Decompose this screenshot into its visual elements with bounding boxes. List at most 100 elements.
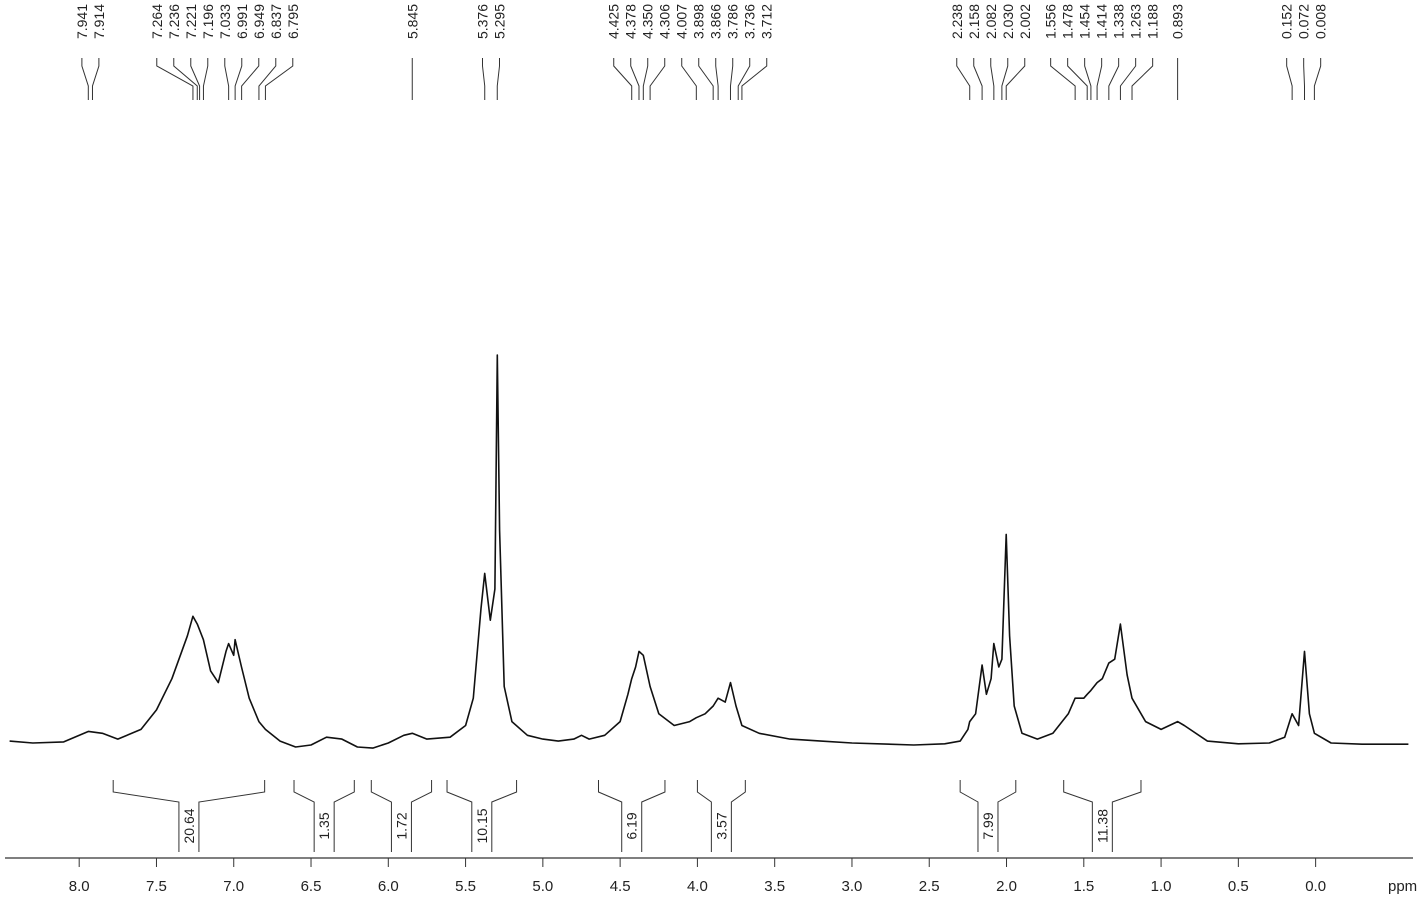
peak-leader — [482, 58, 486, 100]
peak-leader — [681, 58, 697, 100]
peak-label: 2.002 — [1017, 4, 1033, 39]
peak-leader — [1001, 58, 1009, 100]
peak-label: 3.866 — [708, 4, 724, 39]
peak-leader — [642, 58, 649, 100]
peak-label: 5.845 — [404, 4, 420, 39]
x-tick-label: 2.0 — [996, 878, 1017, 895]
peak-label: 0.072 — [1296, 4, 1312, 39]
peak-label: 0.152 — [1279, 4, 1295, 39]
peak-label: 4.306 — [657, 4, 673, 39]
peak-label: 7.264 — [149, 4, 165, 39]
peak-leader — [990, 58, 995, 100]
peak-label: 6.837 — [268, 4, 284, 39]
peak-label: 6.795 — [285, 4, 301, 39]
integral-bracket — [370, 780, 433, 852]
peak-label: 1.414 — [1094, 4, 1110, 39]
peak-leader — [649, 58, 666, 100]
peak-label: 7.221 — [183, 4, 199, 39]
integral-value: 7.99 — [980, 812, 996, 839]
integral-value: 6.19 — [624, 812, 640, 839]
integral-value: 10.15 — [474, 808, 490, 843]
peak-label: 4.350 — [640, 4, 656, 39]
x-tick-label: 2.5 — [919, 878, 940, 895]
x-tick-label: 5.0 — [532, 878, 553, 895]
peak-label: 6.991 — [234, 4, 250, 39]
peak-leader — [81, 58, 89, 100]
peak-leader — [1084, 58, 1092, 100]
x-axis-label: ppm — [1388, 878, 1417, 895]
peak-leader — [737, 58, 751, 100]
peak-label: 1.263 — [1128, 4, 1144, 39]
peak-leader — [956, 58, 971, 100]
peak-leader — [1005, 58, 1026, 100]
integral-value: 1.72 — [393, 812, 409, 839]
peak-leader — [741, 58, 768, 100]
integral-value: 20.64 — [181, 808, 197, 843]
peak-label: 0.893 — [1170, 4, 1186, 39]
peak-label: 2.082 — [983, 4, 999, 39]
peak-label: 7.236 — [166, 4, 182, 39]
peak-leader — [156, 58, 194, 100]
x-tick-label: 6.0 — [378, 878, 399, 895]
x-tick-label: 3.0 — [842, 878, 863, 895]
peak-label: 5.376 — [474, 4, 490, 39]
peak-label: 7.033 — [217, 4, 233, 39]
peak-leader — [1096, 58, 1103, 100]
integral-value: 11.38 — [1094, 809, 1110, 843]
integral-bracket — [293, 780, 355, 852]
x-tick-label: 8.0 — [69, 878, 90, 895]
peak-leader — [715, 58, 719, 100]
peak-label: 7.196 — [200, 4, 216, 39]
peak-leader — [496, 58, 500, 100]
peak-label: 7.914 — [91, 4, 107, 39]
peak-label: 3.786 — [725, 4, 741, 39]
peak-leader — [698, 58, 714, 100]
peak-label: 1.338 — [1111, 4, 1127, 39]
peak-leader — [1119, 58, 1137, 100]
integral-bracket — [112, 780, 266, 852]
peak-label: 3.736 — [742, 4, 758, 39]
peak-label: 5.295 — [491, 4, 507, 39]
peak-label: 3.712 — [759, 4, 775, 39]
peak-leader — [630, 58, 640, 100]
x-tick-label: 0.5 — [1228, 878, 1249, 895]
peak-label: 1.188 — [1145, 4, 1161, 39]
peak-label: 4.007 — [674, 4, 690, 39]
x-tick-label: 3.5 — [764, 878, 785, 895]
x-tick-label: 7.0 — [223, 878, 244, 895]
peak-leader — [1050, 58, 1076, 100]
integral-bracket — [446, 780, 518, 852]
peak-leader — [202, 58, 209, 100]
peak-leader — [258, 58, 277, 100]
peak-label: 3.898 — [691, 4, 707, 39]
x-tick-label: 1.0 — [1151, 878, 1172, 895]
peak-label: 2.030 — [1000, 4, 1016, 39]
x-tick-label: 0.0 — [1305, 878, 1326, 895]
peak-leader — [241, 58, 260, 100]
integral-bracket — [696, 780, 746, 852]
peak-label: 4.425 — [606, 4, 622, 39]
integral-bracket — [1063, 780, 1142, 852]
peak-leader — [1108, 58, 1120, 100]
peak-leader — [613, 58, 633, 100]
peak-label: 2.238 — [949, 4, 965, 39]
peak-leader — [1303, 58, 1305, 100]
peak-label: 1.454 — [1077, 4, 1093, 39]
peak-label: 2.158 — [966, 4, 982, 39]
peak-leader — [973, 58, 983, 100]
peak-label: 0.008 — [1313, 4, 1329, 39]
peak-leader — [224, 58, 230, 100]
peak-leader — [91, 58, 100, 100]
integral-bracket — [959, 780, 1017, 852]
x-tick-label: 7.5 — [146, 878, 167, 895]
peak-leader — [729, 58, 734, 100]
x-tick-label: 4.5 — [610, 878, 631, 895]
spectrum-line — [9, 354, 1409, 749]
peak-label: 1.478 — [1060, 4, 1076, 39]
x-tick-label: 5.5 — [455, 878, 476, 895]
integral-value: 1.35 — [316, 812, 332, 839]
peak-label: 6.949 — [251, 4, 267, 39]
peak-label: 4.378 — [623, 4, 639, 39]
